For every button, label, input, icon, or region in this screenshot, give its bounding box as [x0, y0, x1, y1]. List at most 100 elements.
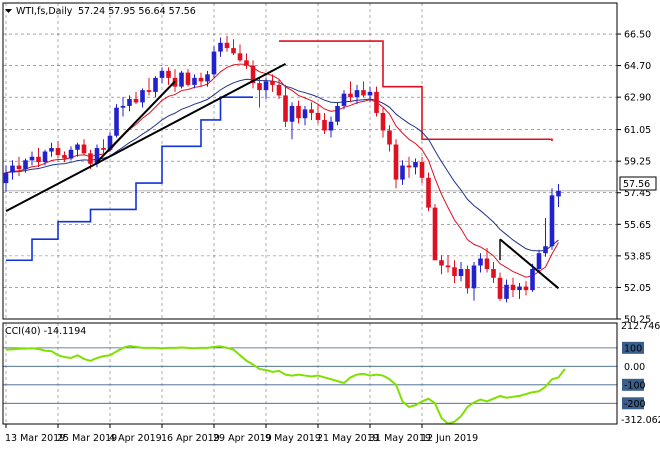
candle-body: [439, 260, 444, 266]
candle-body: [283, 95, 288, 122]
ohlc-readout: 57.24 57.95 56.64 57.56: [78, 6, 196, 17]
time-tick-label: 29 Apr 2019: [213, 433, 272, 444]
candle-body: [42, 151, 48, 163]
cci-level-label: 100: [624, 343, 642, 354]
trendline-short-up: [96, 80, 176, 163]
candle-body: [94, 148, 100, 164]
candle-body: [471, 265, 477, 289]
cci-panel: 100 0.00 -100 -200 212.746 -312.062: [3, 321, 660, 426]
candle-body: [393, 144, 399, 180]
candle-body: [536, 253, 542, 270]
cci-level-label: 0.00: [624, 362, 645, 373]
price-tick-label: 59.25: [624, 157, 651, 168]
candle-body: [205, 74, 210, 82]
symbol-label: WTI,fs,Daily: [16, 6, 73, 17]
candle-body: [491, 269, 496, 278]
candle-body: [231, 48, 236, 54]
candle-body: [36, 156, 41, 163]
candle-body: [549, 195, 555, 247]
candle-body: [432, 207, 438, 261]
candlesticks: [3, 35, 561, 303]
candle-body: [49, 148, 54, 152]
candle-body: [374, 91, 379, 113]
cci-panel-frame: [2, 322, 618, 425]
price-tick-label: 66.50: [624, 30, 651, 41]
cci-min-label: -312.062: [621, 415, 660, 426]
candle-body: [211, 51, 217, 75]
time-tick-label: 9 May 2019: [265, 433, 321, 444]
cci-header: CCI(40) -14.1194: [5, 326, 86, 337]
candle-body: [146, 90, 152, 92]
candle-body: [530, 269, 535, 291]
candle-body: [250, 65, 256, 84]
candle-body: [62, 155, 67, 159]
candle-body: [153, 77, 158, 92]
candle-body: [133, 98, 139, 103]
cci-level-label: -200: [624, 399, 646, 410]
candle-body: [185, 72, 191, 85]
candle-body: [387, 130, 392, 145]
candle-body: [270, 81, 275, 85]
time-tick-label: 12 Jun 2019: [421, 433, 478, 444]
candle-body: [556, 190, 561, 197]
axes: 66.50 64.70 62.90 61.05 59.25 57.45 55.65 53.85…: [2, 2, 651, 444]
candle-body: [413, 162, 418, 168]
time-tick-label: 31 May 2019: [369, 433, 431, 444]
candle-body: [140, 90, 145, 103]
cci-line: [5, 344, 566, 425]
candle-body: [114, 107, 119, 136]
candle-body: [478, 258, 483, 266]
candle-body: [198, 77, 204, 82]
candle-body: [166, 70, 171, 78]
candle-body: [302, 109, 308, 119]
candle-body: [81, 144, 87, 154]
candle-body: [296, 105, 301, 119]
candle-body: [179, 72, 184, 87]
trendlines: [5, 62, 560, 290]
price-tick-label: 57.45: [624, 188, 651, 199]
last-price-label: 57.56: [623, 179, 650, 190]
candle-body: [458, 269, 464, 277]
candle-body: [10, 165, 15, 173]
candle-body: [55, 148, 61, 156]
time-tick-label: 16 Apr 2019: [161, 433, 220, 444]
candle-body: [367, 91, 373, 96]
candle-body: [88, 153, 93, 164]
collapse-arrow-icon[interactable]: [5, 9, 12, 13]
candle-body: [400, 165, 405, 180]
candle-body: [120, 105, 126, 108]
price-tick-label: 55.65: [624, 220, 651, 231]
price-tick-label: 53.85: [624, 251, 651, 262]
candle-body: [341, 93, 347, 106]
candle-body: [445, 265, 451, 268]
price-tick-label: 52.05: [624, 283, 651, 294]
candle-body: [159, 70, 165, 78]
candle-body: [75, 144, 80, 150]
candle-body: [309, 109, 314, 113]
candle-body: [127, 98, 132, 106]
candle-body: [452, 267, 457, 277]
candle-body: [16, 165, 22, 170]
candle-body: [406, 165, 412, 168]
candle-body: [361, 90, 366, 96]
candle-body: [101, 148, 106, 150]
candle-body: [218, 42, 223, 52]
candle-body: [257, 83, 262, 91]
candle-body: [3, 172, 9, 184]
candle-body: [543, 246, 548, 254]
lower-stop-line: [6, 96, 253, 262]
candle-body: [335, 105, 340, 122]
time-tick-label: 4 Apr 2019: [109, 433, 162, 444]
cci-level-tag: [622, 341, 644, 354]
cci-level-label: -100: [624, 380, 646, 391]
candle-body: [465, 269, 470, 289]
candle-body: [510, 284, 516, 291]
price-tick-label: 64.70: [624, 61, 651, 72]
candle-body: [484, 258, 490, 270]
candle-body: [322, 119, 327, 131]
candle-body: [315, 112, 321, 120]
candle-body: [517, 286, 522, 291]
last-price-tag: [619, 176, 657, 191]
candle-body: [29, 156, 35, 161]
